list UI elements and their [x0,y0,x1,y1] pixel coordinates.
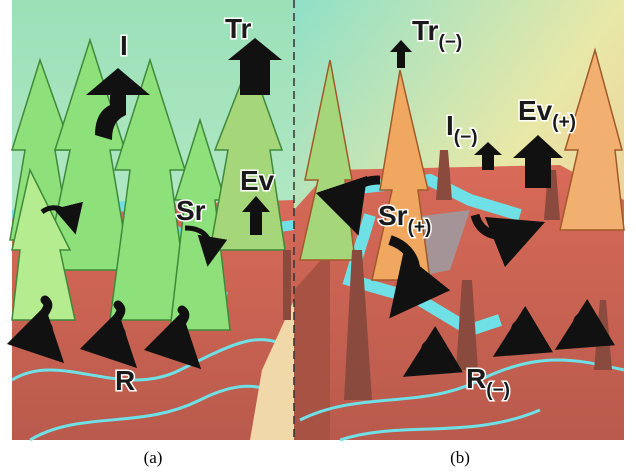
label-subscript: (−) [438,32,462,53]
label-text: R [115,365,135,396]
label: R [115,365,135,396]
label: Ev [240,165,275,196]
label-subscript: (+) [408,217,432,238]
label-subscript: (−) [486,380,510,401]
label-text: Ev [240,165,275,196]
arrow [42,300,48,344]
label: I [120,30,128,61]
label: Tr [225,13,252,44]
label: Sr [176,195,206,226]
label-text: Sr [378,200,408,231]
panel-b: Tr(−) I(−) Ev(+) Sr(+) R(−) [294,0,624,440]
label-text: R [466,363,486,394]
illustration: Tr I Ev Sr R T [0,0,636,474]
arrow [115,305,121,349]
caption: (a) [144,448,163,467]
label-text: Tr [412,15,439,46]
label-text: I [120,30,128,61]
page: Tr I Ev Sr R T [0,0,636,474]
label-text: Sr [176,195,206,226]
arrow [516,325,520,343]
label-subscript: (−) [454,127,478,148]
label-text: I [446,110,454,141]
arrow [578,318,582,336]
label-subscript: (+) [552,112,576,133]
arrow [426,345,430,363]
caption: (b) [450,448,470,467]
panel-a: Tr I Ev Sr R [10,0,294,440]
label-text: Ev [518,95,553,126]
trunk [283,250,291,320]
label-text: Tr [225,13,252,44]
